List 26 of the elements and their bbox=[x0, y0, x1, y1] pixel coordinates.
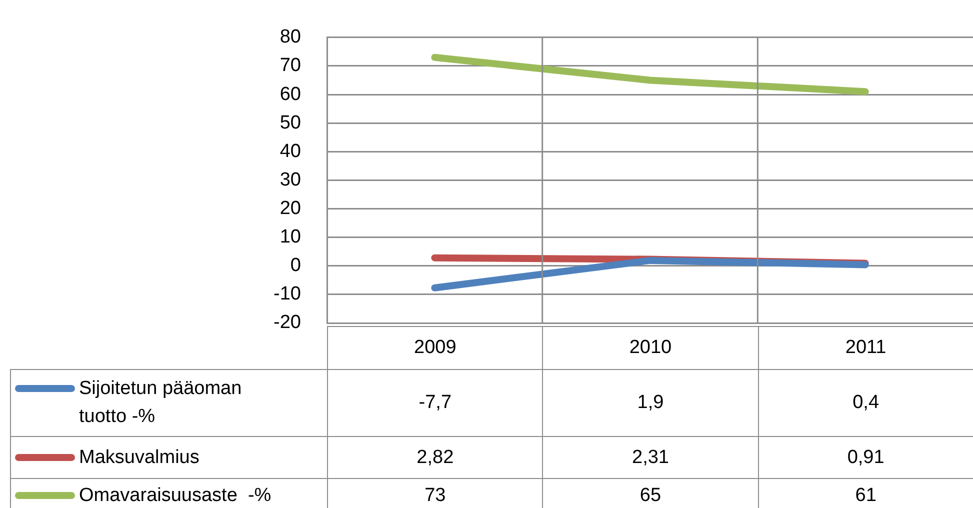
y-tick-label: -20 bbox=[274, 312, 301, 334]
data-label: 73 bbox=[328, 478, 543, 508]
x-tick-label: 2009 bbox=[328, 326, 543, 370]
data-label: 1,9 bbox=[542, 370, 758, 436]
legend-label: Sijoitetun pääoman tuotto -% bbox=[79, 377, 243, 429]
y-tick-label: 40 bbox=[280, 140, 301, 162]
y-tick-label: 80 bbox=[280, 26, 301, 48]
x-tick-label: 2011 bbox=[758, 326, 973, 370]
data-label: -7,7 bbox=[328, 370, 543, 436]
data-label: 2,31 bbox=[542, 436, 758, 478]
legend-label: Omavaraisuusaste -% bbox=[79, 484, 272, 508]
legend-label: Maksuvalmius bbox=[79, 446, 200, 470]
data-label: 65 bbox=[542, 478, 758, 508]
y-tick-label: 0 bbox=[290, 255, 301, 276]
x-tick-label: 2010 bbox=[542, 326, 758, 370]
y-tick-label: 60 bbox=[280, 84, 301, 105]
data-label: 61 bbox=[758, 478, 973, 508]
y-tick-label: 70 bbox=[280, 55, 301, 76]
y-tick-label: -10 bbox=[274, 284, 301, 305]
y-tick-label: 50 bbox=[280, 112, 301, 134]
y-tick-label: 10 bbox=[280, 226, 301, 248]
data-label: 0,91 bbox=[758, 436, 973, 478]
data-label: 0,4 bbox=[758, 370, 973, 436]
y-tick-label: 20 bbox=[280, 198, 301, 219]
data-label: 2,82 bbox=[328, 436, 543, 478]
y-tick-label: 30 bbox=[280, 169, 301, 190]
